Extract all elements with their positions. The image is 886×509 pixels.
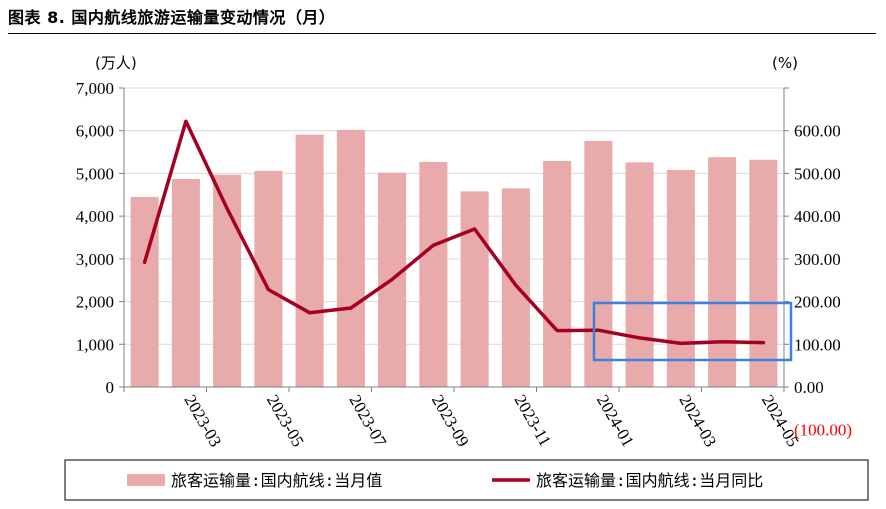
y-left-tick-label: 4,000 [76, 207, 114, 226]
legend: 旅客运输量:国内航线:当月值 旅客运输量:国内航线:当月同比 [64, 459, 869, 501]
highlight-rect [592, 301, 793, 362]
y-left-tick-label: 3,000 [76, 250, 114, 269]
y-right-tick-label: (100.00) [794, 421, 852, 440]
legend-box [64, 459, 869, 501]
y-right-tick-label: 100.00 [794, 335, 841, 354]
chart-title: 图表 8. 国内航线旅游运输量变动情况（月） [8, 8, 336, 27]
y-left-tick-label: 0 [106, 378, 115, 397]
bar [171, 178, 200, 387]
y-right-tick-label: 500.00 [794, 164, 841, 183]
x-tick-label: 2023-03 [180, 392, 225, 451]
line-yoy [142, 119, 766, 346]
legend-line-label: 旅客运输量:国内航线:当月同比 [536, 471, 763, 490]
bar [666, 170, 695, 387]
bar [584, 140, 613, 387]
title-rule [8, 33, 876, 34]
x-tick-label: 2023-11 [510, 392, 554, 450]
bar [708, 157, 737, 387]
x-tick-label: 2023-05 [263, 392, 308, 451]
x-tick-label: 2023-09 [428, 392, 473, 451]
bar [625, 162, 654, 387]
bar [336, 129, 365, 388]
y-left-tick-label: 7,000 [76, 79, 114, 98]
y-right-tick-label: 600.00 [794, 122, 841, 141]
y-right-unit: (%) [772, 54, 798, 72]
x-tick-label: 2024-03 [675, 392, 720, 451]
y-right-tick-label: 300.00 [794, 250, 841, 269]
line-series [142, 119, 766, 346]
bar [543, 161, 572, 387]
bar [460, 191, 489, 387]
y-left-tick-label: 5,000 [76, 164, 114, 183]
y-left-tick-label: 6,000 [76, 122, 114, 141]
bar [749, 159, 778, 387]
y-left-unit: (万人) [95, 54, 137, 72]
legend-bar-swatch [127, 474, 165, 486]
y-right-tick-label: 400.00 [794, 207, 841, 226]
bar [254, 170, 283, 387]
x-tick-label: 2024-01 [593, 392, 638, 451]
x-tick-label: 2023-07 [345, 392, 390, 451]
bar [419, 161, 448, 387]
bar [295, 134, 324, 387]
y-left-tick-label: 1,000 [76, 335, 114, 354]
y-left-tick-label: 2,000 [76, 293, 114, 312]
legend-bar-label: 旅客运输量:国内航线:当月值 [171, 471, 382, 490]
y-right-tick-label: 0.00 [794, 378, 824, 397]
axes [119, 87, 789, 392]
highlight-box [592, 301, 793, 362]
y-right-tick-label: 200.00 [794, 293, 841, 312]
